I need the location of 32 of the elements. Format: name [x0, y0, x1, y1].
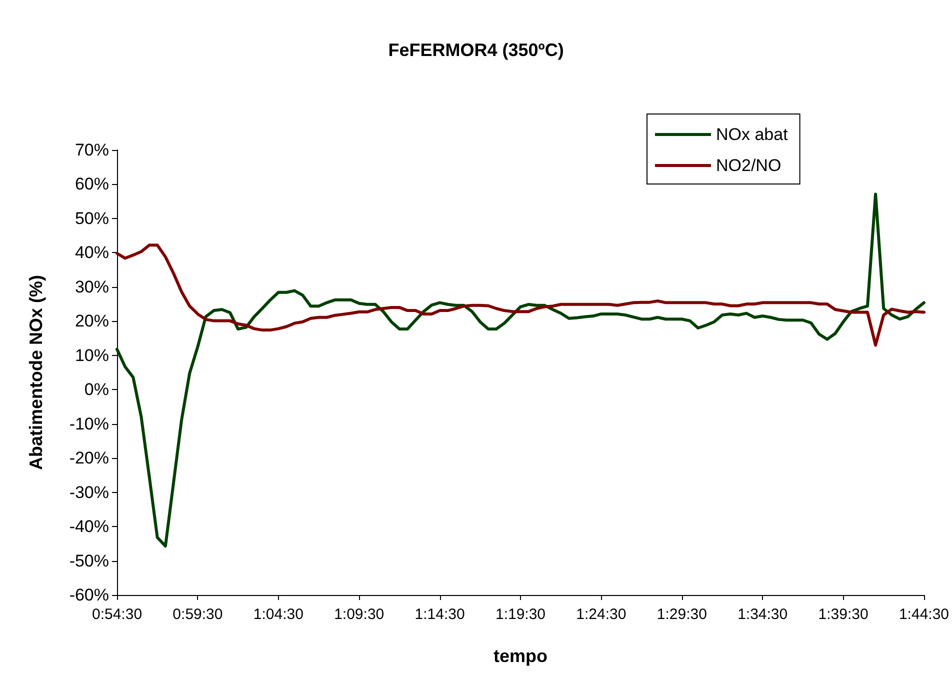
y-tick-label: 50%	[74, 208, 109, 228]
line-series	[116, 192, 926, 548]
y-tick-label: 40%	[74, 243, 109, 262]
legend-label: NO2/NO	[716, 156, 782, 175]
y-axis-title: Abatimentode NOx (%)	[26, 274, 46, 470]
y-tick-label: -60%	[69, 586, 109, 604]
x-tick-label: 0:59:30	[172, 606, 223, 623]
y-tick-label: -30%	[69, 482, 109, 502]
chart-title: FeFERMOR4 (350ºC)	[388, 40, 564, 60]
x-tick-label: 1:14:30	[414, 606, 465, 623]
x-axis-title: tempo	[493, 646, 548, 666]
y-tick-label: 20%	[74, 312, 109, 331]
y-tick-label: 0%	[84, 380, 109, 400]
x-tick-label: 1:39:30	[818, 606, 868, 623]
x-tick-label: 1:04:30	[253, 606, 304, 623]
line-series	[116, 244, 926, 347]
x-tick-label: 1:44:30	[898, 606, 949, 623]
x-tick-label: 1:24:30	[576, 606, 626, 623]
x-tick-label: 1:34:30	[738, 606, 788, 623]
legend-label: NOx abat	[716, 125, 788, 144]
x-tick-label: 0:54:30	[92, 606, 142, 623]
x-tick-label: 1:29:30	[656, 606, 707, 623]
y-tick-label: 60%	[74, 174, 109, 194]
y-tick-label: -40%	[69, 517, 109, 536]
y-tick-label: -10%	[69, 414, 109, 434]
x-tick-label: 1:09:30	[334, 606, 384, 623]
y-tick-label: 70%	[74, 140, 109, 160]
y-tick-label: 10%	[74, 346, 109, 365]
y-tick-label: -50%	[69, 551, 109, 570]
x-tick-label: 1:19:30	[495, 606, 546, 623]
y-tick-label: -20%	[69, 448, 109, 468]
y-tick-label: 30%	[74, 277, 109, 296]
